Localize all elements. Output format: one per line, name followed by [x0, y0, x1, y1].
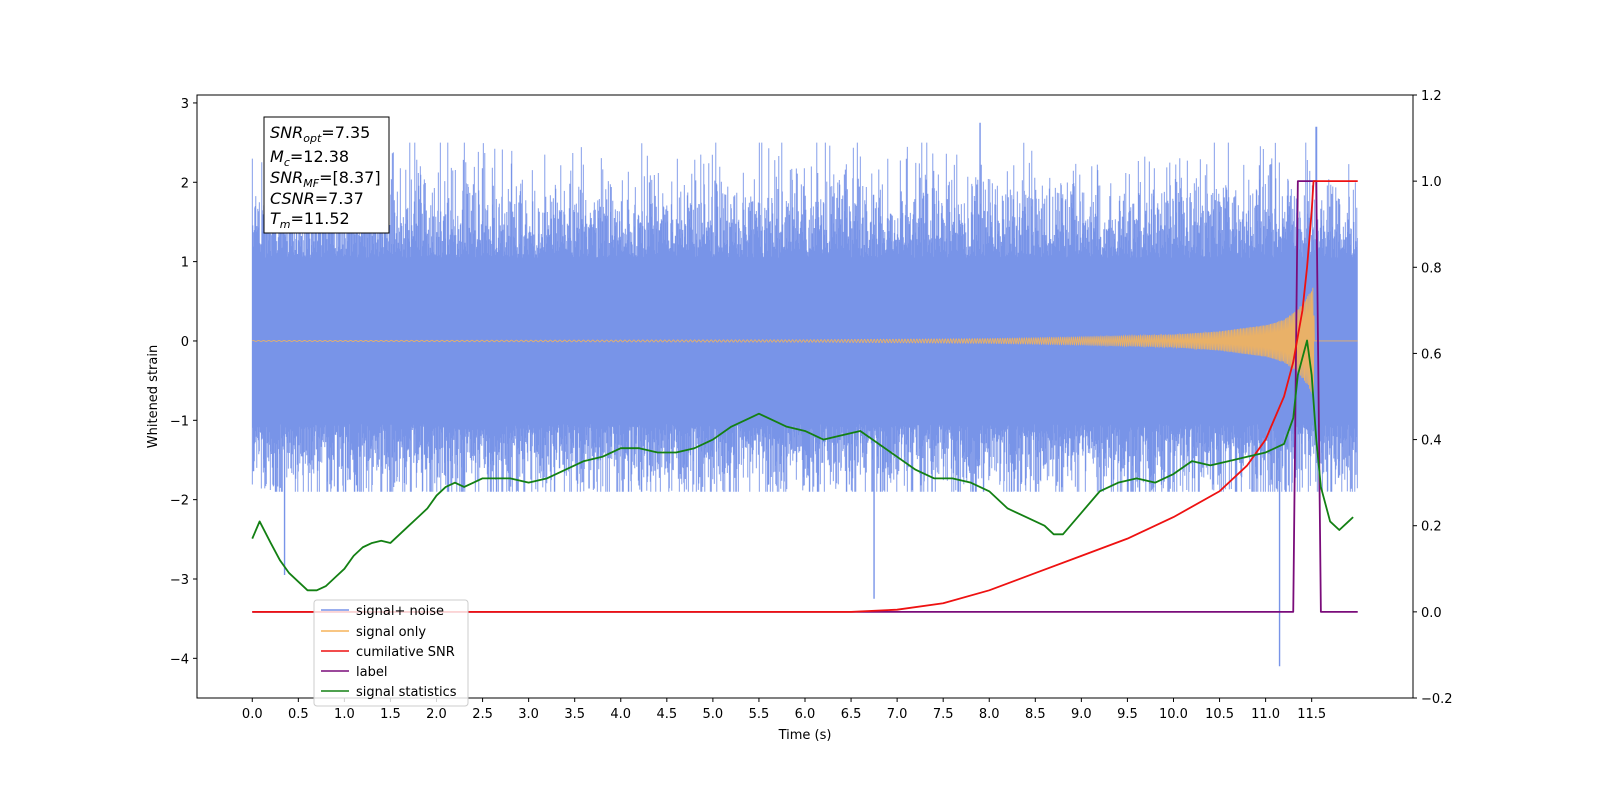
- info-tm: Tm=11.52: [270, 209, 350, 231]
- info-tm-subscript: m: [280, 218, 291, 231]
- x-tick-label: 1.0: [334, 707, 355, 722]
- x-tick-label: 6.0: [795, 707, 816, 722]
- legend-label-label: label: [356, 665, 387, 680]
- y-left-axis-label: Whitened strain: [146, 345, 161, 448]
- x-tick-label: 11.0: [1251, 707, 1280, 722]
- y-left-tick-label: 3: [181, 97, 189, 112]
- legend-item-signal-noise: signal+ noise: [321, 604, 444, 619]
- y-left-axis-ticks: −4 −3 −2 −1 0 1 2 3: [170, 97, 197, 667]
- legend-item-label: label: [321, 665, 387, 680]
- info-mc: Mc=12.38: [270, 147, 349, 169]
- y-left-tick-label: −2: [170, 494, 189, 509]
- plot-area: [251, 122, 1358, 667]
- x-axis-ticks: 0.0 0.5 1.0 1.5 2.0 2.5 3.0 3.5 4.0 4.5 5.0 5.5 6.0 6…: [242, 698, 1326, 722]
- y-right-axis-ticks: −0.2 0.0 0.2 0.4 0.6 0.8 1.0 1.2: [1413, 89, 1453, 707]
- x-tick-label: 8.0: [979, 707, 1000, 722]
- y-left-tick-label: −4: [170, 652, 189, 667]
- x-tick-label: 5.5: [749, 707, 770, 722]
- legend-label-signal-noise: signal+ noise: [356, 604, 444, 619]
- y-right-tick-label: 0.0: [1421, 606, 1442, 621]
- y-right-tick-label: 0.6: [1421, 347, 1442, 362]
- x-tick-label: 0.0: [242, 707, 263, 722]
- x-tick-label: 10.0: [1159, 707, 1188, 722]
- y-left-tick-label: −3: [170, 573, 189, 588]
- y-right-tick-label: −0.2: [1421, 692, 1453, 707]
- x-axis-label: Time (s): [778, 728, 832, 743]
- info-box: SNRopt=7.35 Mc=12.38 SNRMF=[8.37] CSNR=7…: [263, 116, 390, 234]
- y-right-tick-label: 1.2: [1421, 89, 1442, 104]
- y-left-tick-label: 2: [181, 176, 189, 191]
- info-snr-opt-value: =7.35: [321, 123, 370, 142]
- legend-frame: [313, 599, 469, 707]
- x-tick-label: 11.5: [1297, 707, 1326, 722]
- info-snr-opt-symbol: SNR: [270, 123, 303, 142]
- info-mc-subscript: c: [284, 156, 290, 169]
- x-tick-label: 2.5: [472, 707, 493, 722]
- info-snr-opt: SNRopt=7.35: [270, 123, 370, 145]
- x-tick-label: 10.5: [1205, 707, 1234, 722]
- y-left-tick-label: 1: [181, 256, 189, 271]
- x-tick-label: 3.0: [518, 707, 539, 722]
- right-axis-series-layer: [251, 180, 1358, 613]
- info-mc-symbol: M: [270, 147, 284, 166]
- legend: signal+ noise signal only cumilative SNR…: [313, 599, 469, 707]
- legend-label-signal-statistics: signal statistics: [356, 685, 457, 700]
- x-tick-label: 9.0: [1071, 707, 1092, 722]
- x-tick-label: 0.5: [288, 707, 309, 722]
- x-tick-label: 7.0: [887, 707, 908, 722]
- x-tick-label: 6.5: [841, 707, 862, 722]
- y-right-tick-label: 1.0: [1421, 175, 1442, 190]
- info-box-frame: [263, 116, 390, 234]
- x-tick-label: 4.5: [656, 707, 677, 722]
- legend-label-cumulative-snr: cumilative SNR: [356, 645, 455, 660]
- info-snr-mf-symbol: SNR: [270, 168, 303, 187]
- signal-series-layer: [252, 287, 1358, 396]
- legend-item-signal-statistics: signal statistics: [321, 685, 457, 700]
- info-csnr: CSNR=7.37: [270, 189, 364, 208]
- info-snr-opt-subscript: opt: [303, 132, 322, 145]
- info-tm-symbol: T: [270, 209, 281, 228]
- info-snr-mf-value: =[8.37]: [319, 168, 381, 187]
- x-tick-label: 2.0: [426, 707, 447, 722]
- y-right-tick-label: 0.4: [1421, 434, 1442, 449]
- x-tick-label: 1.5: [380, 707, 401, 722]
- y-left-tick-label: 0: [181, 335, 189, 350]
- info-mc-value: =12.38: [290, 147, 349, 166]
- info-snr-mf-subscript: MF: [303, 177, 319, 190]
- info-csnr-value: =7.37: [315, 189, 364, 208]
- y-right-tick-label: 0.2: [1421, 520, 1442, 535]
- info-csnr-symbol: CSNR: [270, 189, 315, 208]
- legend-item-signal-only: signal only: [321, 625, 426, 640]
- series-cumulative-snr: [252, 180, 1358, 613]
- x-tick-label: 5.0: [703, 707, 724, 722]
- x-tick-label: 9.5: [1117, 707, 1138, 722]
- series-signal-statistics: [251, 339, 1354, 592]
- x-tick-label: 7.5: [933, 707, 954, 722]
- y-left-tick-label: −1: [170, 414, 189, 429]
- x-tick-label: 3.5: [564, 707, 585, 722]
- y-right-tick-label: 0.8: [1421, 261, 1442, 276]
- info-snr-mf: SNRMF=[8.37]: [270, 168, 381, 190]
- series-label: [252, 180, 1358, 613]
- x-tick-label: 8.5: [1025, 707, 1046, 722]
- legend-label-signal-only: signal only: [356, 625, 426, 640]
- series-signal-only: [252, 287, 1358, 396]
- info-tm-value: =11.52: [291, 209, 350, 228]
- x-tick-label: 4.0: [610, 707, 631, 722]
- legend-item-cumulative-snr: cumilative SNR: [321, 645, 455, 660]
